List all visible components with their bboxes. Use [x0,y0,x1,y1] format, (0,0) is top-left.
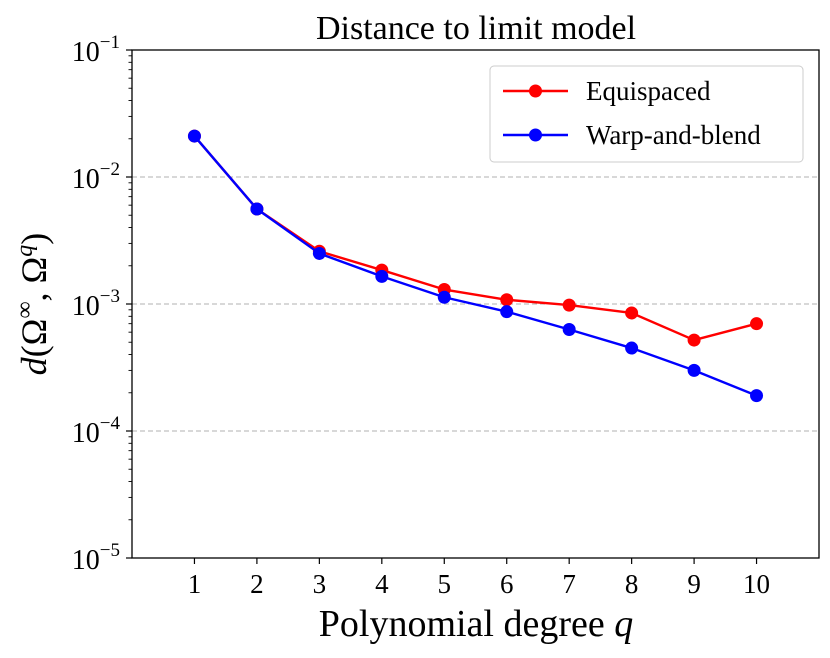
y-label-q: q [12,245,38,257]
x-tick-label: 5 [438,569,452,599]
y-label-omega-q: Ω [14,257,54,284]
data-point [562,298,576,312]
data-point [750,317,764,331]
x-tick-label: 1 [188,569,202,599]
y-label-omega: Ω [14,319,54,346]
legend-box [489,65,804,163]
x-tick-label: 3 [313,569,327,599]
x-tick-label: 6 [500,569,514,599]
x-tick-label: 2 [250,569,264,599]
y-tick-label: 10−5 [72,540,120,576]
data-point [687,363,701,377]
data-point [500,305,514,319]
x-axis-ticks: 1 2 3 4 5 6 7 8 9 10 [188,558,770,599]
grid-lines [132,176,819,432]
legend-label: Warp-and-blend [586,120,761,150]
data-point [500,293,514,307]
x-tick-label: 10 [743,569,770,599]
y-axis-label: d(Ω∞, Ωq) [12,233,54,376]
y-label-d: d [14,356,54,375]
x-axis-label-variable: q [614,603,633,645]
legend-label: Equispaced [586,76,711,106]
data-point [625,306,639,320]
y-tick-label: 10−2 [72,159,120,195]
data-point [187,129,201,143]
x-tick-label: 7 [562,569,576,599]
y-label-comma: , [14,283,54,301]
y-axis-ticks: 10−5 10−4 10−3 10−2 10−1 [72,32,132,576]
y-tick-label: 10−1 [72,32,120,68]
data-point [625,341,639,355]
y-tick-label: 10−4 [72,413,121,449]
y-tick-label: 10−3 [72,286,120,322]
data-point [437,290,451,304]
data-point [312,246,326,260]
data-point [562,322,576,336]
series-line-warp-and-blend [193,135,757,397]
legend: Equispaced Warp-and-blend [489,65,804,163]
legend-marker [529,84,542,98]
legend-marker [529,128,542,142]
x-axis-label-text: Polynomial degree [319,603,614,645]
x-tick-label: 9 [687,569,701,599]
y-label-infinity: ∞ [12,301,38,318]
y-label-close: ) [14,233,54,245]
x-tick-label: 8 [625,569,639,599]
y-label-open: ( [14,345,54,357]
data-point [750,389,764,403]
data-point [687,333,701,347]
series-layer [187,129,764,403]
data-point [375,269,389,283]
x-axis-label: Polynomial degree q [319,603,633,645]
data-point [250,202,264,216]
chart-title: Distance to limit model [316,10,636,47]
x-tick-label: 4 [375,569,389,599]
